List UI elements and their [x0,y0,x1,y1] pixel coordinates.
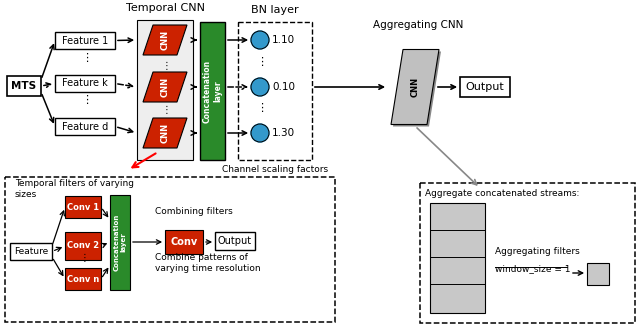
Bar [65,232,101,260]
Polygon shape [143,118,187,148]
Bar [430,203,485,313]
Circle shape [251,31,269,49]
Bar [460,77,510,97]
Text: $\vdots$: $\vdots$ [79,252,86,264]
Bar [55,75,115,92]
Text: $\vdots$: $\vdots$ [256,55,264,69]
Text: $\vdots$: $\vdots$ [161,58,169,72]
Text: BN layer: BN layer [251,5,299,15]
Text: Feature d: Feature d [62,121,108,132]
Text: 1.10: 1.10 [272,35,295,45]
Text: CNN: CNN [410,77,419,97]
Bar [110,195,130,290]
Text: Feature: Feature [14,247,48,256]
Text: Aggregating filters: Aggregating filters [495,247,580,256]
Polygon shape [391,50,439,125]
Text: Conv: Conv [170,237,198,247]
Bar [238,22,312,160]
Polygon shape [143,25,187,55]
Text: Concatenation
layer: Concatenation layer [113,214,127,271]
Text: 1.30: 1.30 [272,128,295,138]
Text: 0.10: 0.10 [272,82,295,92]
Text: $\vdots$: $\vdots$ [161,104,169,116]
Bar [10,243,52,260]
Bar [215,232,255,250]
Text: window_size = 1: window_size = 1 [495,264,570,274]
Text: Aggregate concatenated streams:: Aggregate concatenated streams: [425,189,579,197]
Bar [55,118,115,135]
Bar [420,183,635,323]
Bar [5,177,335,322]
Bar [587,263,609,285]
Text: $\vdots$: $\vdots$ [81,93,89,107]
Bar [7,76,41,96]
Text: Channel scaling factors: Channel scaling factors [222,166,328,174]
Polygon shape [143,72,187,102]
Text: Output: Output [218,236,252,246]
Text: Concatenation
layer: Concatenation layer [203,59,222,123]
Text: CNN: CNN [161,123,170,143]
Text: Output: Output [466,82,504,92]
Bar [65,268,101,290]
Text: CNN: CNN [161,30,170,50]
Text: Feature k: Feature k [62,78,108,89]
Polygon shape [393,51,441,127]
Text: Conv 2: Conv 2 [67,241,99,251]
Text: $\vdots$: $\vdots$ [81,51,89,64]
Text: Combining filters: Combining filters [155,208,233,216]
Text: Temporal filters of varying
sizes: Temporal filters of varying sizes [15,179,134,199]
Text: Conv 1: Conv 1 [67,202,99,212]
Bar [137,20,193,160]
Text: Aggregating CNN: Aggregating CNN [373,20,463,30]
Text: Feature 1: Feature 1 [62,35,108,46]
Circle shape [251,124,269,142]
Text: $\vdots$: $\vdots$ [256,101,264,114]
Bar [165,230,203,254]
Bar [65,196,101,218]
Text: Conv n: Conv n [67,275,99,283]
Bar [200,22,225,160]
Bar [55,32,115,49]
Text: CNN: CNN [161,77,170,97]
Text: Temporal CNN: Temporal CNN [125,3,205,13]
Text: MTS: MTS [12,81,36,91]
Circle shape [251,78,269,96]
Text: Combine patterns of
varying time resolution: Combine patterns of varying time resolut… [155,253,260,273]
